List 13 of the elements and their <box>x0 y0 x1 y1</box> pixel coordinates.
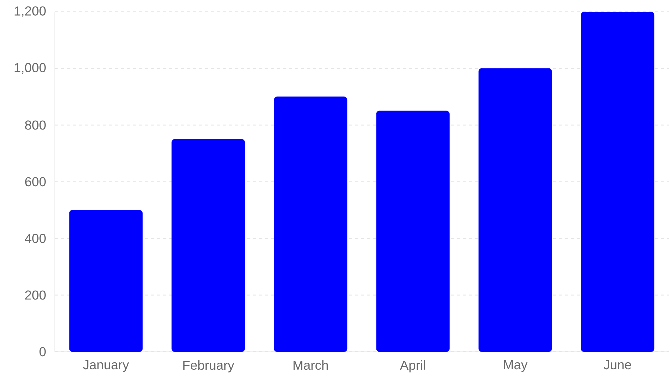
y-tick-label: 600 <box>25 177 46 187</box>
x-tick-label: May <box>504 360 528 372</box>
y-tick-label: 800 <box>25 120 46 130</box>
x-tick-label: April <box>400 360 426 373</box>
y-tick-label: 0 <box>40 347 46 357</box>
y-tick-label: 1,000 <box>14 63 46 74</box>
x-tick-label: February <box>184 360 234 373</box>
x-tick-label: January <box>83 360 130 372</box>
x-tick-label: June <box>604 360 632 370</box>
x-tick-label: March <box>294 360 328 370</box>
y-tick-label: 400 <box>25 234 46 244</box>
y-tick-label: 200 <box>25 290 46 300</box>
y-tick-label: 1,200 <box>14 6 46 18</box>
